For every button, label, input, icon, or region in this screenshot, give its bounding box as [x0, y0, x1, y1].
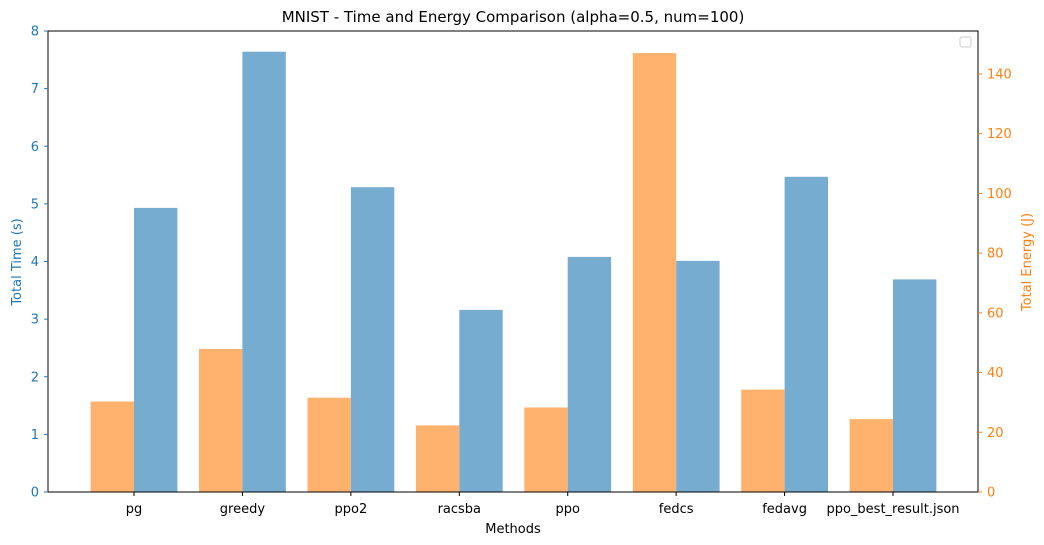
y-right-tick-label: 120 [987, 127, 1012, 142]
time-bar-racsba [459, 309, 503, 492]
energy-bar-fedcs [632, 53, 677, 492]
energy-bar-ppo_best_result.json [849, 419, 893, 492]
energy-bars [90, 53, 893, 492]
time-bar-ppo [567, 256, 612, 492]
energy-bar-ppo2 [307, 397, 351, 492]
y-left-tick-label: 0 [31, 486, 39, 501]
time-bar-ppo2 [350, 187, 395, 492]
energy-bar-greedy [199, 349, 243, 492]
y-right-tick-label: 20 [987, 426, 1004, 441]
plot-frame [47, 30, 979, 493]
x-axis-ticks: pg greedy ppo2 racsba ppo fedcs fedavg ppo_best… [126, 492, 960, 517]
x-tick-label: fedcs [659, 502, 694, 517]
y-left-tick-label: 2 [31, 370, 39, 385]
y-left-axis-label: Total Time (s) [10, 218, 25, 306]
energy-bar-fedavg [741, 389, 785, 492]
y-left-axis-ticks: 0 1 2 3 4 5 6 7 8 [31, 25, 48, 501]
y-left-tick-label: 8 [31, 25, 39, 40]
chart-title: MNIST - Time and Energy Comparison (alph… [282, 8, 745, 26]
y-left-tick-label: 4 [31, 255, 39, 270]
legend-box [959, 36, 972, 48]
y-left-tick-label: 5 [31, 197, 39, 212]
energy-bar-racsba [415, 425, 460, 492]
y-right-tick-label: 140 [987, 67, 1012, 82]
x-tick-label: greedy [220, 502, 266, 517]
x-tick-label: racsba [438, 502, 481, 517]
y-right-tick-label: 80 [987, 247, 1004, 262]
y-right-tick-label: 0 [987, 486, 995, 501]
time-bars [134, 51, 937, 493]
y-left-tick-label: 3 [31, 313, 39, 328]
y-right-tick-label: 60 [987, 306, 1004, 321]
energy-bar-pg [90, 401, 134, 492]
y-right-axis-ticks: 0 20 40 60 80 100 120 140 [978, 67, 1012, 501]
x-tick-label: ppo [555, 502, 580, 517]
x-tick-label: ppo2 [334, 502, 367, 517]
time-bar-ppo_best_result.json [893, 279, 937, 492]
y-right-axis-label: Total Energy (J) [1020, 213, 1035, 312]
x-tick-label: fedavg [762, 502, 807, 517]
time-bar-fedcs [676, 260, 720, 492]
y-right-tick-label: 100 [987, 187, 1012, 202]
time-bar-pg [134, 207, 178, 492]
y-left-tick-label: 7 [31, 82, 39, 97]
y-right-tick-label: 40 [987, 366, 1004, 381]
y-left-tick-label: 6 [31, 140, 39, 155]
y-left-tick-label: 1 [31, 428, 39, 443]
time-bar-fedavg [784, 176, 828, 493]
x-tick-label: ppo_best_result.json [826, 502, 959, 517]
x-axis-label: Methods [485, 522, 541, 537]
x-tick-label: pg [126, 502, 143, 517]
time-bar-greedy [242, 51, 286, 492]
energy-bar-ppo [524, 407, 568, 492]
